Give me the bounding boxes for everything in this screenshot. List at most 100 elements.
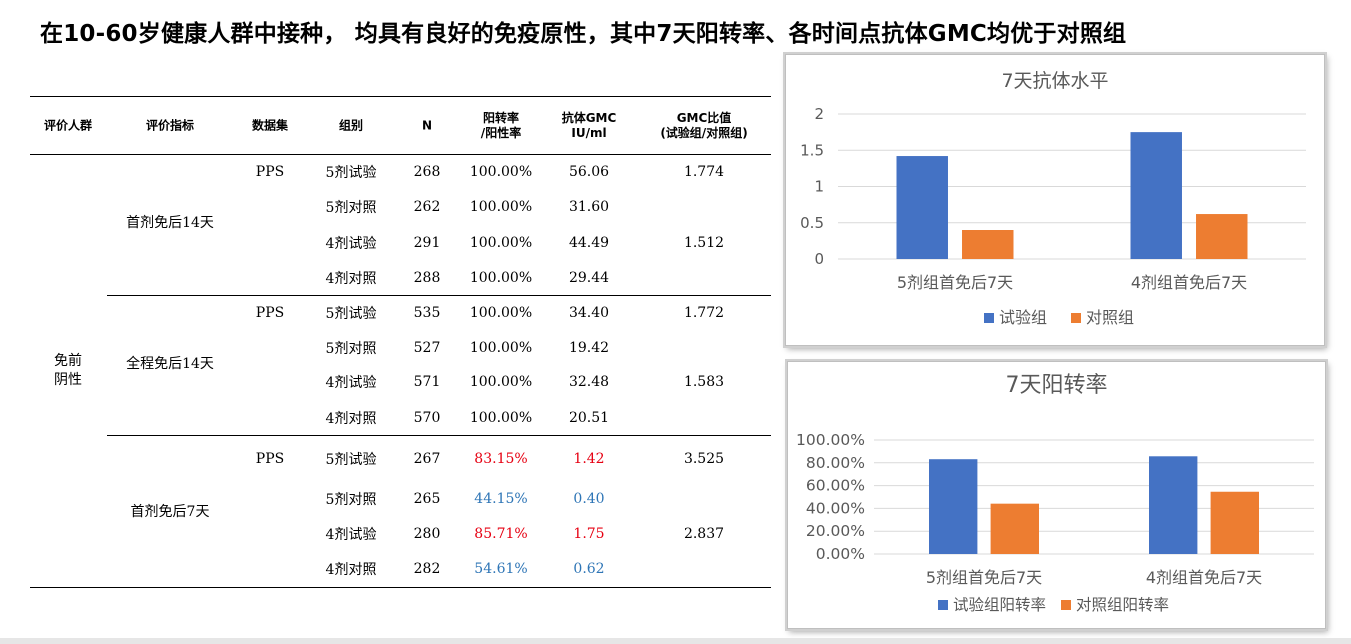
- rate-value: 100.00%: [469, 374, 533, 390]
- page-title: 在10-60岁健康人群中接种， 均具有良好的免疫原性，其中7天阳转率、各时间点抗…: [40, 21, 1127, 47]
- y-tick-label: 40.00%: [806, 499, 865, 517]
- bar: [1149, 456, 1198, 554]
- table-bottom-rule: [30, 587, 771, 588]
- legend-swatch: [1071, 313, 1081, 323]
- column-header: N: [421, 118, 433, 133]
- y-tick-label: 1: [814, 178, 824, 196]
- bar: [990, 503, 1039, 554]
- rate-value: 100.00%: [469, 305, 533, 321]
- n-value: 262: [413, 199, 441, 215]
- chart-title: 7天抗体水平: [1001, 70, 1108, 92]
- bar: [1130, 132, 1182, 259]
- group-label: 4剂试验: [325, 375, 377, 391]
- ratio-value: 3.525: [683, 451, 725, 467]
- group-label: 5剂对照: [325, 341, 377, 357]
- population-label: 免前 阴性: [54, 353, 82, 388]
- antibody-level-chart: 7天抗体水平 0 0.5 1 1.5 2 5剂组首免后7天 4剂组首免后7天试验组 对照组: [785, 54, 1325, 346]
- y-tick-label: 2: [814, 105, 824, 123]
- category-label: 4剂组首免后7天: [1131, 273, 1247, 292]
- n-value: 288: [413, 270, 441, 286]
- n-value: 265: [413, 491, 441, 507]
- rate-value: 83.15%: [474, 451, 528, 467]
- gmc-value: 44.49: [568, 235, 610, 251]
- ratio-value: 1.583: [683, 374, 725, 390]
- rate-value: 100.00%: [469, 340, 533, 356]
- ratio-value: 1.772: [683, 305, 725, 321]
- rate-value: 100.00%: [469, 235, 533, 251]
- dataset-label: PPS: [255, 451, 285, 467]
- group-label: 4剂试验: [325, 527, 377, 543]
- group-label: 5剂对照: [325, 492, 377, 508]
- y-tick-label: 0.5: [800, 214, 824, 232]
- n-value: 570: [413, 410, 441, 426]
- table-top-rule: [30, 96, 771, 97]
- indicator-label: 首剂免后7天: [130, 504, 210, 520]
- rate-value: 54.61%: [474, 561, 528, 577]
- y-tick-label: 0.00%: [816, 545, 865, 563]
- rate-value: 100.00%: [469, 164, 533, 180]
- rate-value: 44.15%: [474, 491, 528, 507]
- column-header: 抗体GMC IU/ml: [561, 111, 617, 140]
- n-value: 527: [413, 340, 441, 356]
- legend-swatch: [1061, 600, 1071, 610]
- dataset-label: PPS: [255, 164, 285, 180]
- column-header: 阳转率 /阳性率: [480, 111, 522, 140]
- gmc-value: 56.06: [568, 164, 610, 180]
- column-header: 数据集: [251, 118, 289, 133]
- legend-swatch: [984, 313, 994, 323]
- n-value: 291: [413, 235, 441, 251]
- group-label: 4剂对照: [325, 271, 377, 287]
- gmc-value: 1.75: [573, 526, 605, 542]
- ratio-value: 2.837: [683, 526, 725, 542]
- legend-label: 对照组阳转率: [1076, 596, 1169, 614]
- gmc-value: 1.42: [573, 451, 605, 467]
- y-tick-label: 0: [814, 250, 824, 268]
- bar: [1196, 214, 1248, 259]
- category-label: 5剂组首免后7天: [897, 273, 1013, 292]
- y-tick-label: 1.5: [800, 141, 824, 159]
- n-value: 282: [413, 561, 441, 577]
- bar: [929, 459, 978, 554]
- group-label: 4剂试验: [325, 236, 377, 252]
- gmc-value: 29.44: [568, 270, 610, 286]
- column-header: 组别: [338, 118, 364, 133]
- footer-divider: [0, 638, 1351, 644]
- ratio-value: 1.774: [683, 164, 725, 180]
- ratio-value: 1.512: [683, 235, 725, 251]
- legend-label: 对照组: [1086, 308, 1134, 327]
- chart-title: 7天阳转率: [1006, 373, 1108, 398]
- section-divider: [107, 435, 771, 436]
- category-label: 5剂组首免后7天: [926, 568, 1042, 587]
- gmc-value: 19.42: [568, 340, 610, 356]
- y-tick-label: 20.00%: [806, 522, 865, 540]
- rate-value: 100.00%: [469, 270, 533, 286]
- table-header-rule: [30, 154, 771, 155]
- category-label: 4剂组首免后7天: [1146, 568, 1262, 587]
- n-value: 571: [413, 374, 441, 390]
- legend-label: 试验组阳转率: [953, 596, 1046, 614]
- n-value: 267: [413, 451, 441, 467]
- group-label: 4剂对照: [325, 562, 377, 578]
- y-tick-label: 80.00%: [806, 454, 865, 472]
- group-label: 5剂试验: [325, 165, 377, 181]
- y-tick-label: 60.00%: [806, 477, 865, 495]
- column-header: 评价人群: [43, 118, 93, 133]
- indicator-label: 全程免后14天: [126, 355, 214, 372]
- n-value: 268: [413, 164, 441, 180]
- legend-swatch: [938, 600, 948, 610]
- bar: [962, 230, 1014, 259]
- gmc-value: 31.60: [568, 199, 610, 215]
- group-label: 5剂试验: [325, 306, 377, 322]
- bar: [1210, 491, 1259, 554]
- y-tick-label: 100.00%: [796, 431, 865, 449]
- legend-label: 试验组: [999, 308, 1047, 327]
- group-label: 5剂试验: [325, 452, 377, 468]
- n-value: 280: [413, 526, 441, 542]
- seroconversion-rate-chart: 7天阳转率 0.00% 20.00% 40.00% 60.00% 80.00% 100.00…: [787, 361, 1326, 629]
- gmc-value: 20.51: [568, 410, 610, 426]
- gmc-value: 32.48: [568, 374, 610, 390]
- gmc-value: 34.40: [568, 305, 610, 321]
- bar: [896, 156, 948, 259]
- group-label: 5剂对照: [325, 200, 377, 216]
- gmc-value: 0.40: [573, 491, 605, 507]
